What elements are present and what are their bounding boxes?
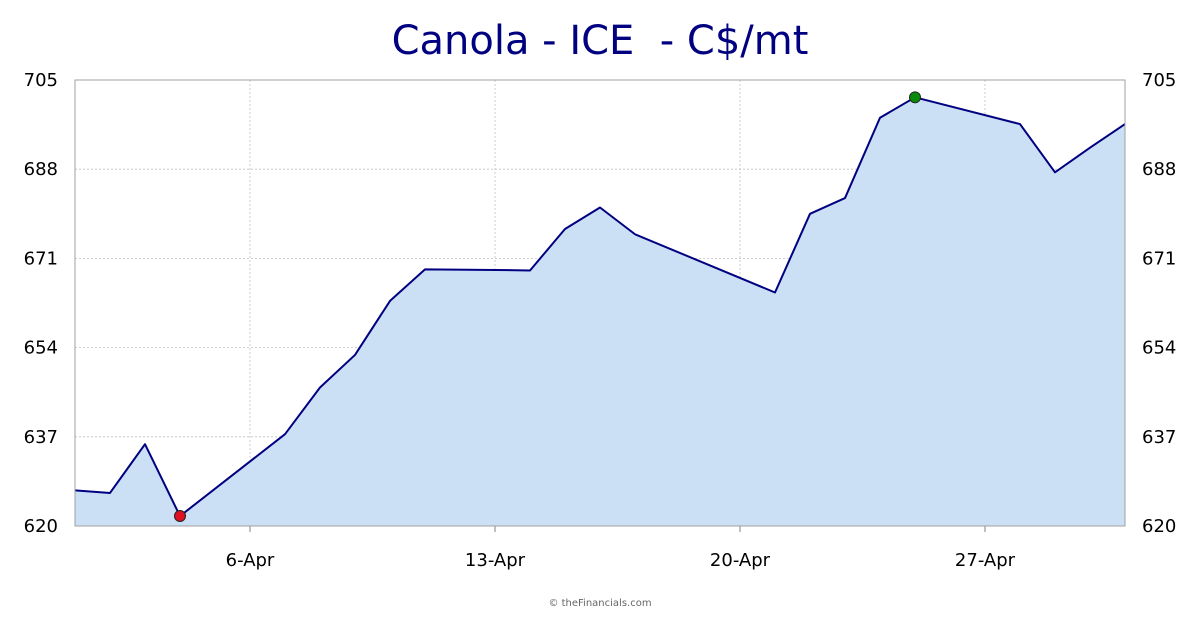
y-tick-label-left: 637 xyxy=(24,427,58,448)
x-tick-label: 13-Apr xyxy=(465,550,526,571)
y-tick-label-right: 688 xyxy=(1142,159,1176,180)
y-tick-label-left: 705 xyxy=(24,70,58,91)
y-tick-label-right: 620 xyxy=(1142,516,1176,537)
y-tick-label-right: 654 xyxy=(1142,338,1176,359)
min-point-marker xyxy=(174,510,186,523)
y-tick-label-right: 671 xyxy=(1142,248,1176,269)
area-fill xyxy=(75,97,1125,526)
series-line xyxy=(74,96,1126,518)
plot-border xyxy=(74,79,1126,527)
y-tick-label-left: 688 xyxy=(24,159,58,180)
y-tick-label-right: 705 xyxy=(1142,70,1176,91)
x-tick-label: 6-Apr xyxy=(226,550,275,571)
y-tick-label-left: 671 xyxy=(24,248,58,269)
y-tick-label-left: 654 xyxy=(24,338,58,359)
max-point-marker xyxy=(909,91,921,104)
x-tick-label: 20-Apr xyxy=(710,550,771,571)
y-tick-label-right: 637 xyxy=(1142,427,1176,448)
copyright-credit: © theFinancials.com xyxy=(548,598,652,609)
y-tick-label-left: 620 xyxy=(24,516,58,537)
x-tick-label: 27-Apr xyxy=(955,550,1016,571)
chart-title: Canola - ICE - C$/mt xyxy=(391,18,809,64)
